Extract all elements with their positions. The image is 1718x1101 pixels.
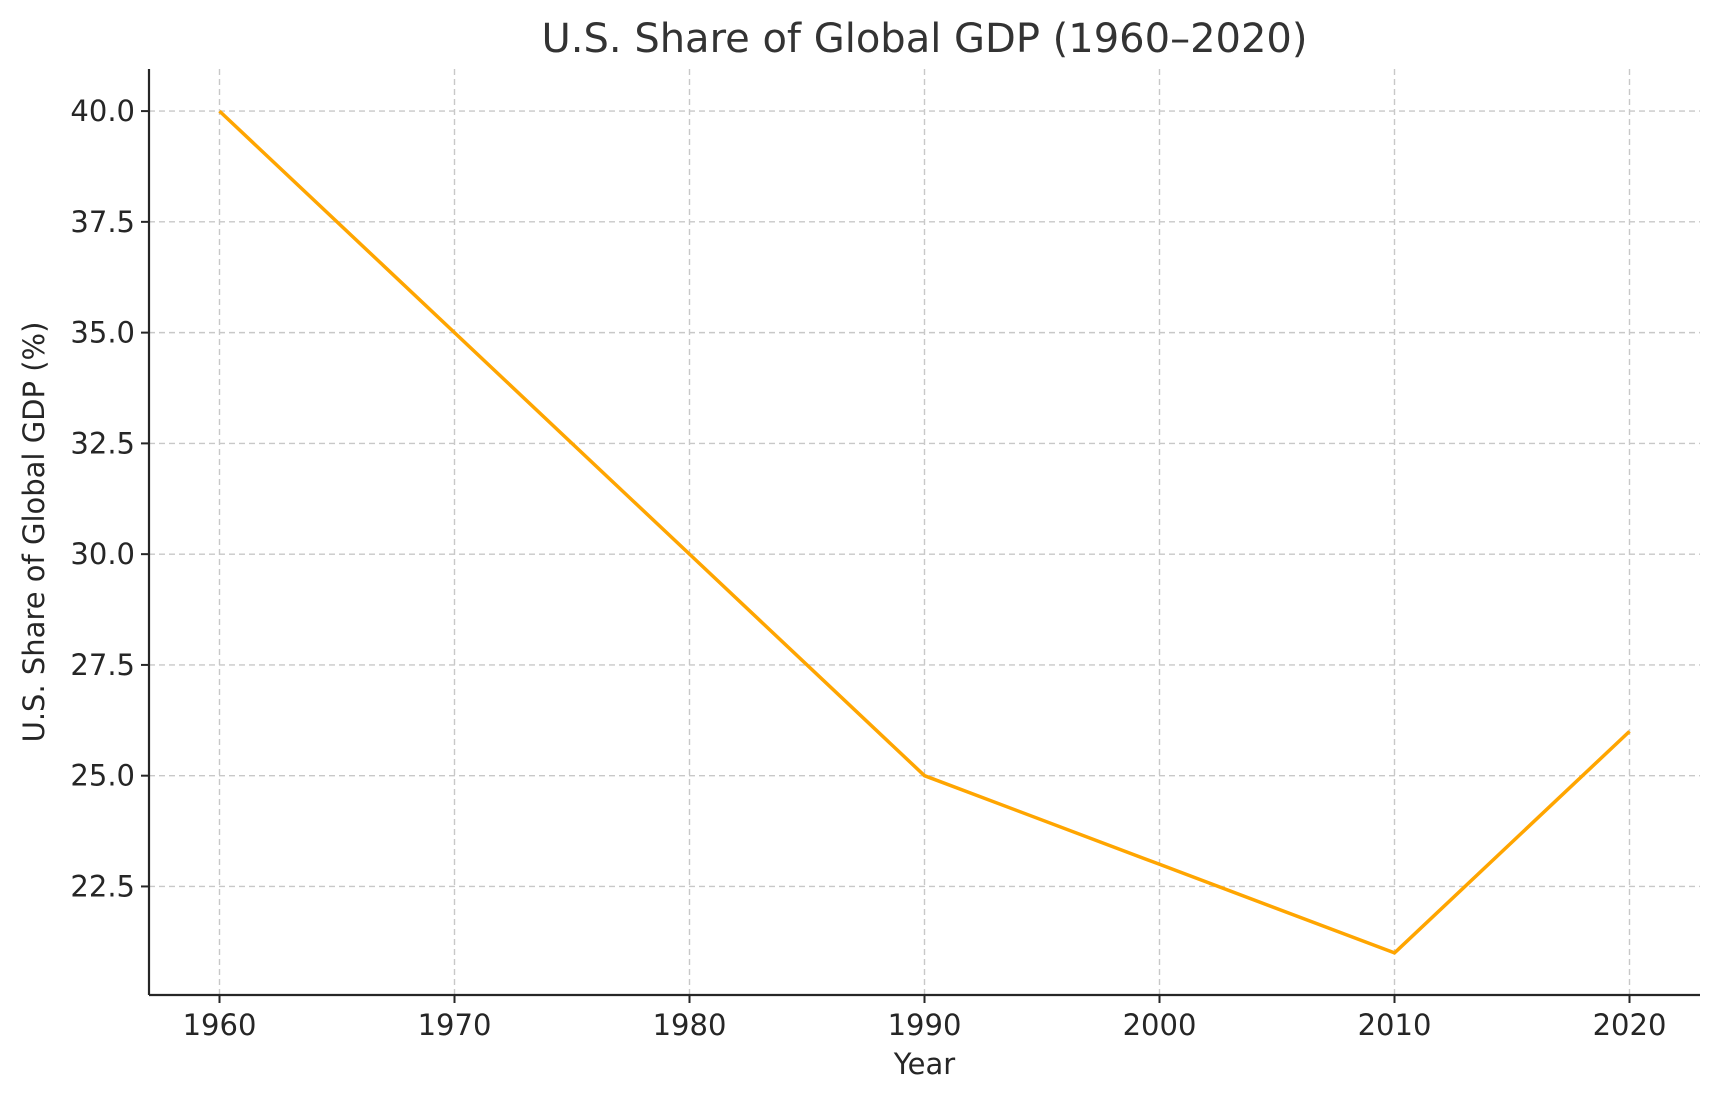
y-tick-label: 35.0 bbox=[70, 316, 135, 350]
y-tick-label: 30.0 bbox=[70, 537, 135, 571]
ticks-layer: 1960 1970 1980 1990 2000 2010 2020 22.5 25.0 27.5… bbox=[70, 94, 1666, 1042]
y-tick-label: 32.5 bbox=[70, 426, 135, 460]
chart-title: U.S. Share of Global GDP (1960–2020) bbox=[542, 16, 1308, 62]
x-tick-label: 2010 bbox=[1358, 1008, 1432, 1042]
y-tick-label: 40.0 bbox=[70, 94, 135, 128]
grid-layer bbox=[149, 69, 1700, 995]
series-line-0 bbox=[218, 109, 1631, 955]
y-tick-label: 37.5 bbox=[70, 205, 135, 239]
x-tick-label: 2020 bbox=[1593, 1008, 1667, 1042]
y-tick-label: 27.5 bbox=[70, 648, 135, 682]
x-tick-label: 1970 bbox=[418, 1008, 492, 1042]
x-tick-label: 1980 bbox=[653, 1008, 727, 1042]
y-tick-label: 25.0 bbox=[70, 759, 135, 793]
series-layer bbox=[218, 109, 1631, 955]
x-tick-label: 1990 bbox=[888, 1008, 962, 1042]
x-tick-label: 1960 bbox=[183, 1008, 257, 1042]
x-axis-label: Year bbox=[893, 1047, 955, 1081]
y-tick-label: 22.5 bbox=[70, 869, 135, 903]
x-tick-label: 2000 bbox=[1123, 1008, 1197, 1042]
y-axis-label: U.S. Share of Global GDP (%) bbox=[17, 322, 51, 743]
